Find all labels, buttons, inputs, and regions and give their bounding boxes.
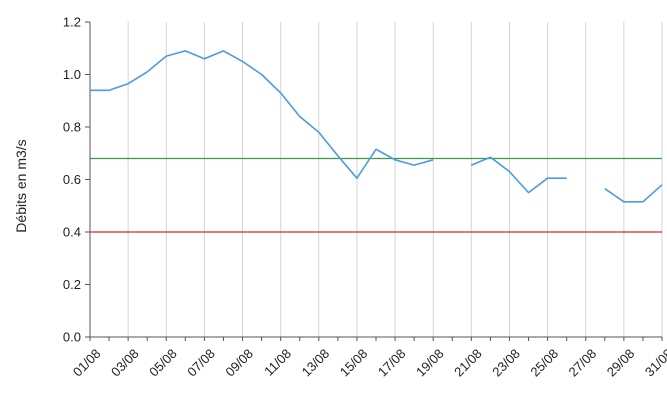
- x-tick-label: 11/08: [261, 346, 294, 379]
- y-tick-label: 0.6: [63, 172, 81, 187]
- x-tick-label: 15/08: [337, 346, 371, 380]
- series-line-segment: [470, 156, 567, 194]
- x-tick-labels: 01/08 03/08 05/08 07/08 09/08 11/08 13/08 15/08…: [70, 346, 667, 380]
- x-tick-label: 07/08: [184, 346, 218, 380]
- x-tick-label: 27/08: [566, 346, 600, 380]
- y-tick-label: 0.8: [63, 120, 81, 135]
- x-tick-label: 17/08: [375, 346, 409, 380]
- x-tick-label: 03/08: [108, 346, 142, 380]
- x-tick-label: 13/08: [299, 346, 333, 380]
- y-axis-title: Débits en m3/s: [13, 139, 29, 232]
- reference-lines: [90, 157, 662, 233]
- x-tick-label: 01/08: [70, 346, 104, 380]
- y-tick-label: 0.2: [63, 277, 81, 292]
- x-tick-label: 09/08: [222, 346, 256, 380]
- series-lines: [90, 50, 663, 203]
- y-tick-label: 0.0: [63, 330, 81, 345]
- grid-lines: [89, 22, 663, 337]
- x-tick-label: 25/08: [527, 346, 561, 380]
- axes: [85, 21, 663, 341]
- y-tick-labels: 0.0 0.2 0.4 0.6 0.8 1.0 1.2: [63, 15, 81, 345]
- x-tick-label: 31/08: [642, 346, 667, 380]
- x-tick-label: 19/08: [413, 346, 447, 380]
- x-tick-label: 23/08: [489, 346, 523, 380]
- y-tick-label: 1.2: [63, 15, 81, 30]
- y-tick-label: 0.4: [63, 225, 81, 240]
- x-tick-label: 05/08: [146, 346, 180, 380]
- x-tick-label: 29/08: [604, 346, 638, 380]
- x-tick-label: 21/08: [451, 346, 485, 380]
- series-line-segment: [604, 184, 663, 203]
- series-line-segment: [90, 50, 434, 179]
- y-tick-label: 1.0: [63, 67, 81, 82]
